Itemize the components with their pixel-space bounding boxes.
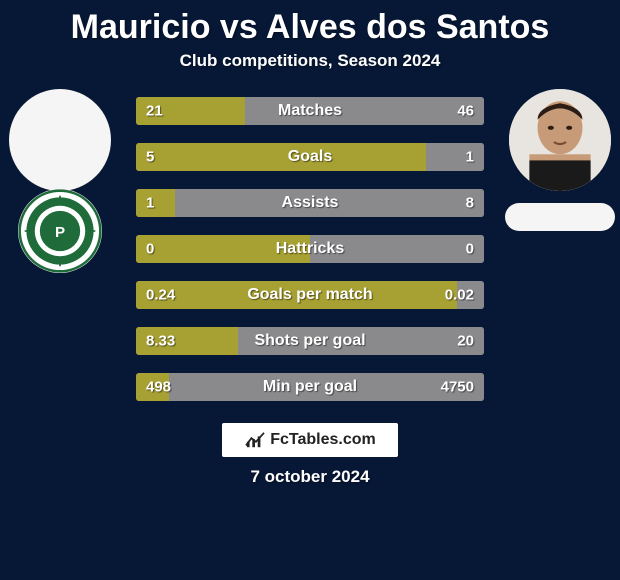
bar-fill-left bbox=[136, 143, 426, 171]
stat-value-left: 1 bbox=[146, 195, 154, 212]
stat-value-right: 20 bbox=[457, 333, 474, 350]
stat-label: Min per goal bbox=[263, 378, 357, 396]
stat-bars: 21 46 Matches 5 1 Goals 1 8 Assists 0 0 Hattricks 0.… bbox=[136, 89, 484, 401]
palmeiras-badge-icon: P bbox=[18, 189, 102, 273]
stat-value-right: 0 bbox=[466, 241, 474, 258]
stat-row: 21 46 Matches bbox=[136, 97, 484, 125]
stat-label: Hattricks bbox=[276, 240, 344, 258]
stat-value-right: 0.02 bbox=[445, 287, 474, 304]
player-left-club-badge: P bbox=[18, 189, 102, 273]
stat-row: 498 4750 Min per goal bbox=[136, 373, 484, 401]
stat-value-right: 46 bbox=[457, 103, 474, 120]
player-left-column: P bbox=[0, 89, 120, 273]
stat-label: Goals per match bbox=[247, 286, 372, 304]
stat-value-left: 8.33 bbox=[146, 333, 175, 350]
stat-value-left: 0.24 bbox=[146, 287, 175, 304]
chart-icon bbox=[244, 431, 266, 449]
player-right-column bbox=[500, 89, 620, 231]
bar-fill-left bbox=[136, 189, 175, 217]
stat-value-right: 8 bbox=[466, 195, 474, 212]
comparison-panel: P bbox=[0, 89, 620, 401]
stat-value-left: 498 bbox=[146, 379, 171, 396]
watermark: FcTables.com bbox=[222, 423, 398, 457]
date-label: 7 october 2024 bbox=[0, 467, 620, 487]
player-right-club-badge bbox=[505, 203, 615, 231]
player-right-avatar bbox=[509, 89, 611, 191]
stat-row: 1 8 Assists bbox=[136, 189, 484, 217]
stat-label: Assists bbox=[282, 194, 339, 212]
svg-text:P: P bbox=[55, 224, 65, 241]
subtitle: Club competitions, Season 2024 bbox=[0, 51, 620, 71]
stat-value-right: 4750 bbox=[441, 379, 474, 396]
stat-value-right: 1 bbox=[466, 149, 474, 166]
stat-label: Shots per goal bbox=[254, 332, 365, 350]
stat-label: Matches bbox=[278, 102, 342, 120]
bar-fill-right bbox=[426, 143, 484, 171]
stat-row: 5 1 Goals bbox=[136, 143, 484, 171]
watermark-text: FcTables.com bbox=[270, 431, 376, 449]
stat-row: 0 0 Hattricks bbox=[136, 235, 484, 263]
stat-value-left: 5 bbox=[146, 149, 154, 166]
stat-row: 8.33 20 Shots per goal bbox=[136, 327, 484, 355]
stat-label: Goals bbox=[288, 148, 332, 166]
page-title: Mauricio vs Alves dos Santos bbox=[0, 0, 620, 47]
player-left-avatar bbox=[9, 89, 111, 191]
stat-value-left: 21 bbox=[146, 103, 163, 120]
stat-row: 0.24 0.02 Goals per match bbox=[136, 281, 484, 309]
stat-value-left: 0 bbox=[146, 241, 154, 258]
